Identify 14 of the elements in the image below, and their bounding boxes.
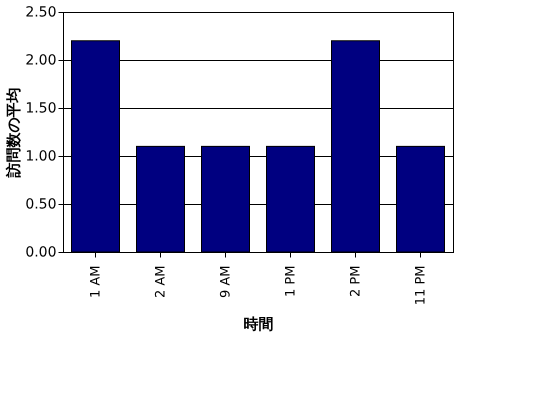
x-tick-label: 11 PM — [414, 266, 428, 306]
y-tick-label: 0.50 — [25, 196, 56, 212]
x-tick-label: 2 PM — [348, 266, 364, 297]
y-tick-label: 0.00 — [25, 244, 56, 260]
x-tick-label: 9 AM — [218, 266, 234, 298]
y-tick-label: 2.50 — [25, 4, 56, 20]
y-tick-label: 1.00 — [25, 148, 56, 164]
x-tick-label: 1 PM — [284, 266, 298, 297]
y-axis-title: 訪問数の平均 — [4, 88, 22, 178]
x-tick-label: 1 AM — [88, 266, 104, 298]
x-tick-label: 2 AM — [154, 266, 168, 298]
y-tick-label: 1.50 — [25, 100, 56, 116]
y-tick-label: 2.00 — [25, 52, 56, 68]
x-axis-title: 時間 — [244, 315, 274, 334]
